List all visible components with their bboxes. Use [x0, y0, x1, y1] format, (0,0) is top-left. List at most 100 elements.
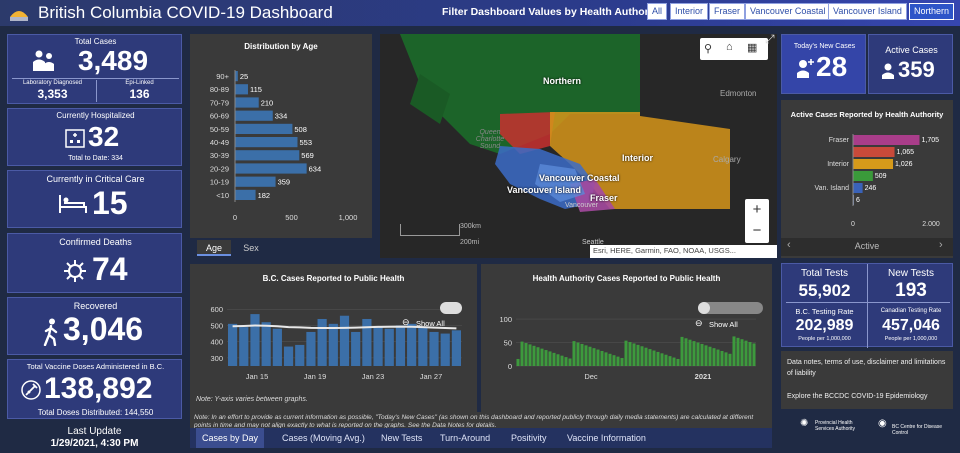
bc-bar: [339, 315, 350, 366]
range-slider-track[interactable]: [698, 302, 763, 314]
map-toolbar: [700, 38, 768, 60]
hac-bar: [676, 358, 680, 366]
tab-new-tests[interactable]: New Tests: [381, 433, 423, 443]
total-cases-card: Total Cases 3,489 Laboratory Diagnosed 3…: [7, 34, 182, 104]
filter-northern-button[interactable]: Northern: [909, 3, 955, 20]
filter-all-button[interactable]: All: [647, 3, 668, 20]
zoom-out-button[interactable]: −: [752, 222, 762, 239]
total-cases-label: Total Cases: [74, 37, 117, 46]
hac-bar: [700, 343, 704, 366]
recovered-label: Recovered: [73, 301, 118, 311]
range-slider-handle[interactable]: [698, 302, 710, 314]
hac-bar: [644, 347, 648, 366]
zoom-minus-icon[interactable]: ⊖: [402, 317, 410, 327]
hac-bar: [560, 355, 564, 366]
map-panel[interactable]: Northern Interior Vancouver Coastal Vanc…: [380, 34, 777, 258]
hospitalized-value: 32: [88, 121, 120, 152]
ha-value-label: 6: [856, 197, 860, 204]
zoom-minus-icon[interactable]: ⊖: [695, 318, 703, 328]
age-bar: [235, 84, 248, 95]
map-fullscreen-icon[interactable]: ⤢: [765, 34, 775, 46]
zoom-in-button[interactable]: +: [752, 201, 762, 218]
last-update-label: Last Update: [67, 426, 122, 437]
hac-bar: [708, 346, 712, 366]
ha-x-tick: 0: [851, 221, 855, 226]
bc-bar: [407, 323, 417, 366]
person-icon: [882, 63, 894, 79]
hac-bar: [556, 354, 560, 366]
epidemiology-link[interactable]: Explore the BCCDC COVID-19 Epidemiology: [787, 393, 928, 400]
map-home-icon[interactable]: ⌂: [726, 41, 733, 53]
tab-cases-by-day[interactable]: Cases by Day: [196, 428, 265, 448]
ha-bar: [853, 159, 894, 169]
hac-bar: [732, 336, 736, 366]
tab-age[interactable]: Age: [197, 240, 231, 256]
bccdc-logo-icon: ◉: [878, 418, 887, 429]
bc-testing-rate-label: B.C. Testing Rate: [795, 307, 854, 316]
data-notes-link[interactable]: Data notes, terms of use, disclaimer and…: [787, 359, 946, 377]
age-value-label: 115: [250, 85, 262, 94]
ha-bar: [853, 135, 920, 145]
vaccine-distributed: Total Doses Distributed: 144,550: [37, 408, 154, 417]
hospitalized-total: Total to Date: 334: [68, 155, 123, 162]
age-category-label: 70-79: [210, 98, 229, 107]
hac-bar: [660, 353, 664, 366]
ha-x-tick: 2,000: [922, 221, 940, 226]
age-chart-panel: Distribution by Age 90+ 25 80-89 115 70-79 21…: [190, 34, 372, 238]
tab-sex[interactable]: Sex: [243, 243, 259, 253]
age-value-label: 182: [258, 191, 271, 200]
ha-chart-panel: Active Cases Reported by Health Authorit…: [781, 100, 953, 258]
filter-vancouver-island-button[interactable]: Vancouver Island: [828, 3, 907, 20]
vaccine-value: 138,892: [44, 372, 153, 405]
tab-cases-moving-avg[interactable]: Cases (Moving Avg.): [282, 433, 365, 443]
ha-category-label: Fraser: [829, 137, 850, 144]
age-bar: [235, 150, 300, 161]
ha-bar: [853, 171, 873, 181]
bc-bar: [228, 323, 238, 366]
map-qr-icon[interactable]: ▦: [747, 42, 758, 54]
prev-arrow-icon[interactable]: ‹: [787, 239, 791, 251]
bc-show-all-button[interactable]: Show All: [416, 319, 445, 328]
next-arrow-icon[interactable]: ›: [939, 239, 943, 251]
age-category-label: 90+: [216, 72, 229, 81]
hac-bar: [684, 338, 688, 366]
range-slider-handle[interactable]: [440, 302, 462, 314]
age-category-label: 60-69: [210, 112, 229, 121]
hac-x-tick: 2021: [695, 372, 712, 381]
new-tests-value: 193: [895, 280, 927, 301]
filter-fraser-button[interactable]: Fraser: [709, 3, 746, 20]
lab-diagnosed-label: Laboratory Diagnosed: [22, 80, 83, 86]
bc-logo-icon: [10, 11, 28, 21]
ha-show-all-button[interactable]: Show All: [709, 320, 738, 329]
age-chart-title: Distribution by Age: [244, 42, 318, 51]
critical-care-label: Currently in Critical Care: [46, 174, 145, 184]
bc-bar: [440, 333, 450, 366]
hac-bar: [528, 344, 532, 366]
hac-bar: [704, 345, 708, 366]
divider: [12, 78, 179, 79]
vaccine-label: Total Vaccine Doses Administered in B.C.: [26, 362, 165, 371]
hac-bar: [672, 357, 676, 366]
filter-vancouver-coastal-button[interactable]: Vancouver Coastal: [745, 3, 831, 20]
epi-linked-label: Epi-Linked: [125, 80, 154, 86]
hac-x-tick: Dec: [584, 372, 598, 381]
map-search-icon[interactable]: ⚲: [704, 43, 713, 55]
bc-cases-panel: B.C. Cases Reported to Public Health 600…: [190, 264, 477, 412]
hac-bar: [668, 356, 672, 366]
people-icon: [33, 50, 54, 71]
bc-testing-rate-value: 202,989: [795, 317, 854, 334]
tab-vaccine-information[interactable]: Vaccine Information: [567, 433, 646, 443]
hac-bar: [604, 352, 608, 366]
hac-bar: [612, 355, 616, 366]
tab-positivity[interactable]: Positivity: [511, 433, 547, 443]
map-label-vancouver-coastal: Vancouver Coastal: [539, 173, 620, 183]
hac-y-tick: 50: [504, 339, 512, 348]
age-x-tick: 500: [285, 213, 298, 222]
age-bar: [235, 123, 293, 134]
hac-bar: [580, 343, 584, 366]
filter-interior-button[interactable]: Interior: [670, 3, 709, 20]
hac-bar: [624, 340, 628, 366]
filter-label: Filter Dashboard Values by Health Author…: [442, 6, 665, 18]
tab-turn-around[interactable]: Turn-Around: [440, 433, 491, 443]
map-place-edmonton: Edmonton: [720, 89, 757, 98]
